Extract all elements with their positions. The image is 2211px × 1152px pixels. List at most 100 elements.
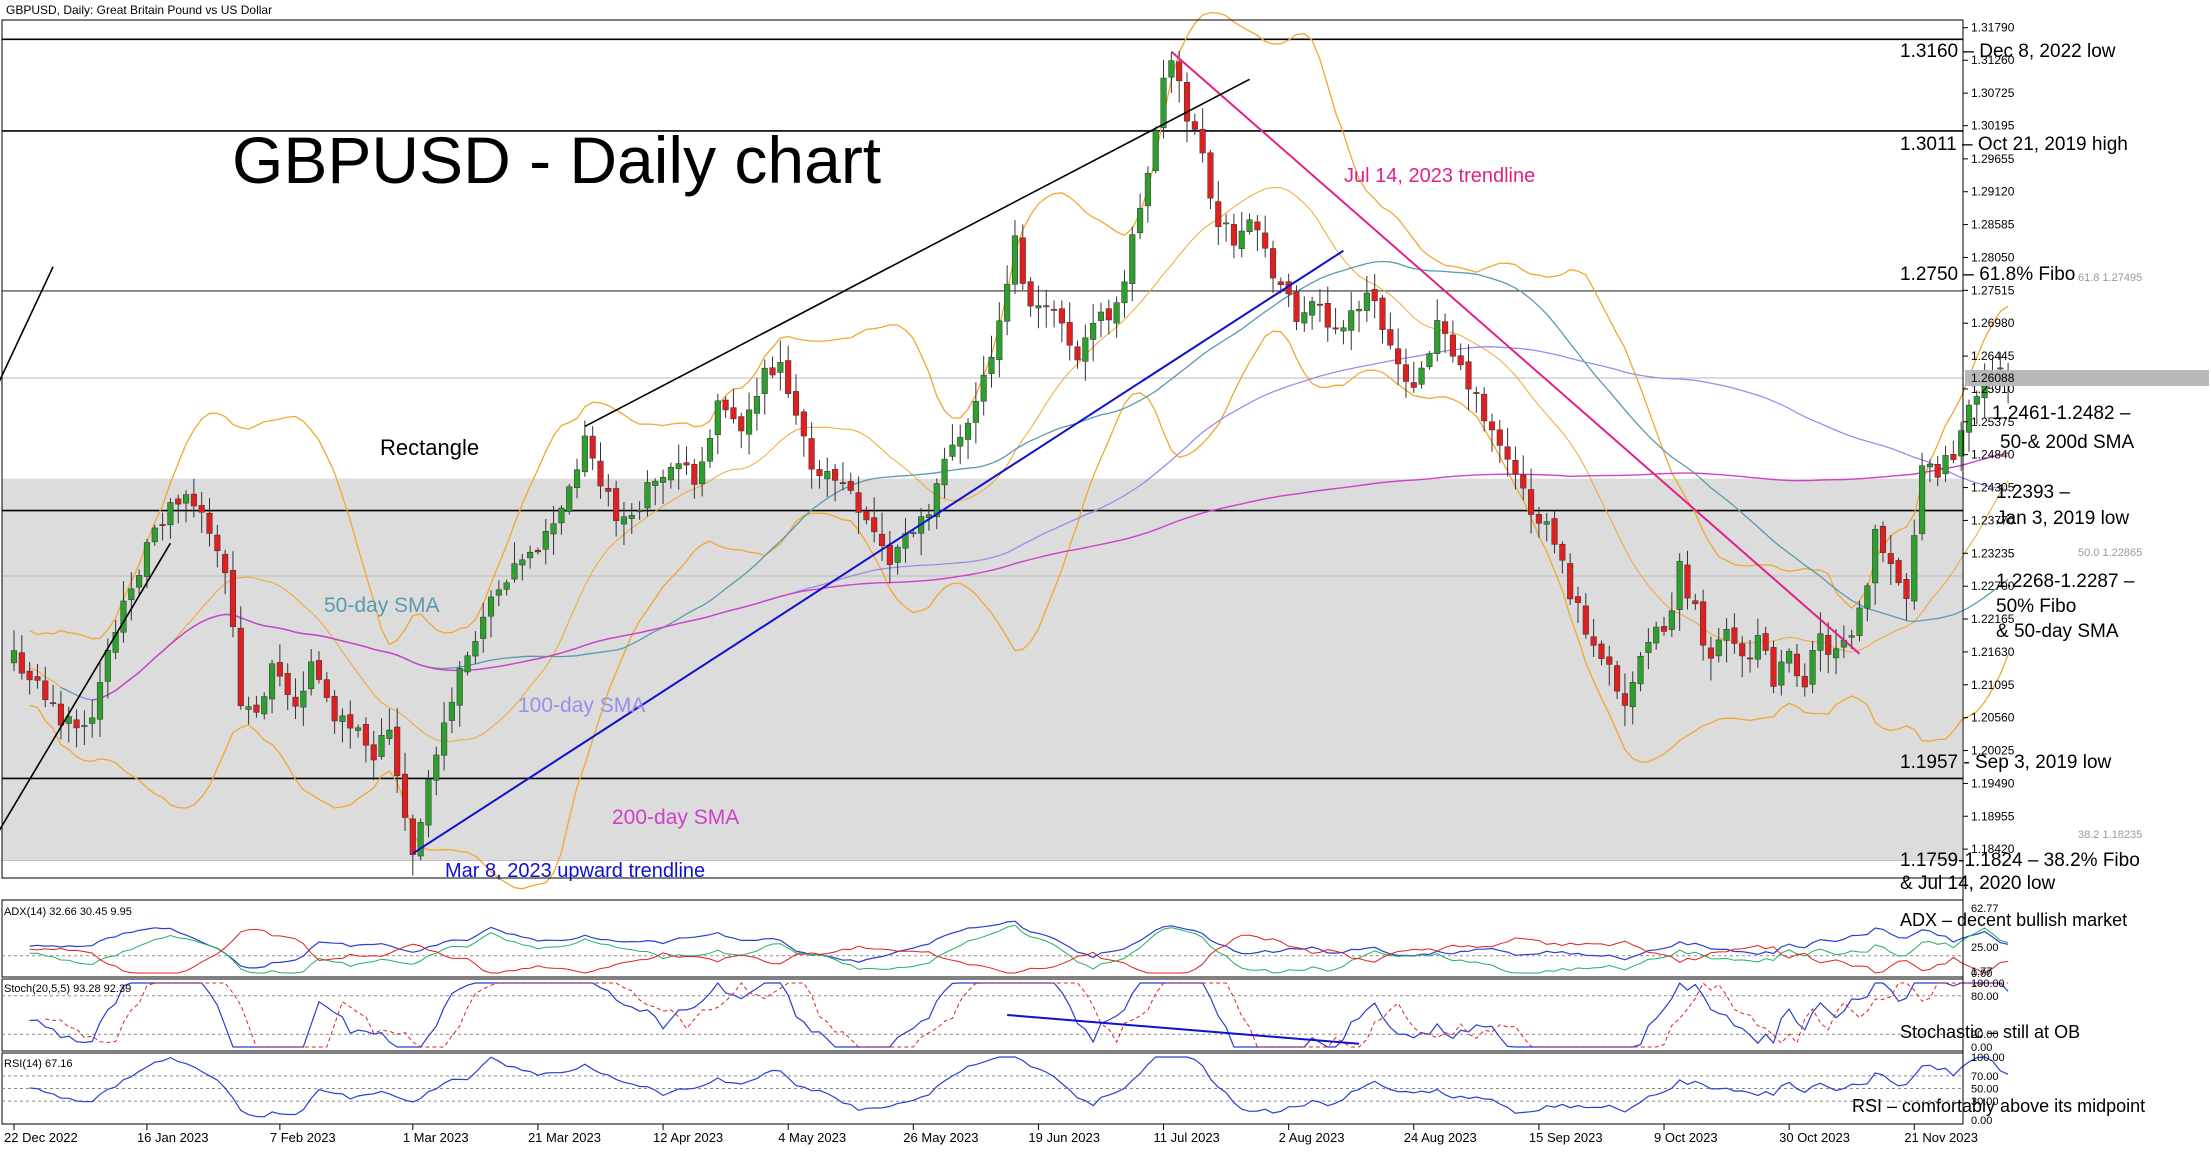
candle-body <box>1653 626 1660 644</box>
candle-body <box>746 409 753 435</box>
candle-body <box>1410 382 1417 388</box>
candle-body <box>417 822 424 857</box>
bottom-zone-label-1: 1.1759-1.1824 – 38.2% Fibo <box>1900 850 2140 871</box>
candle-body <box>1582 605 1589 635</box>
candle-body <box>50 702 57 705</box>
candle-body <box>988 356 995 374</box>
candle-body <box>636 510 643 513</box>
candle-body <box>1637 655 1644 685</box>
candle-body <box>253 704 260 713</box>
sma100-label: 100-day SMA <box>518 694 645 717</box>
candle-body <box>808 438 815 470</box>
candle-body <box>800 411 807 437</box>
candle-body <box>362 724 369 746</box>
sma-zone-label-1: 1.2461-1.2482 – <box>1992 403 2131 424</box>
candle-body <box>120 600 127 633</box>
stoch-signal-line <box>45 982 2009 1048</box>
candle-body <box>1512 460 1519 475</box>
price-tick-label: 1.29655 <box>1971 152 2015 166</box>
candle-body <box>1426 353 1433 368</box>
candle-body <box>175 498 182 505</box>
candle-body <box>597 460 604 487</box>
candle-body <box>401 773 409 818</box>
price-tick-label: 1.22700 <box>1971 579 2015 593</box>
price-tick-label: 1.26445 <box>1971 349 2015 363</box>
fib-tag-618: 61.8 1.27495 <box>2078 272 2142 284</box>
price-tick-label: 1.27515 <box>1971 283 2015 297</box>
sma-zone-label-2: 50-& 200d SMA <box>2000 432 2134 453</box>
candle-body <box>1097 311 1105 321</box>
candle-body <box>933 483 940 517</box>
price-tick-label: 1.26980 <box>1971 316 2015 330</box>
candle-body <box>566 486 573 512</box>
candle-body <box>863 510 870 521</box>
candle-body <box>1621 693 1628 706</box>
candle-body <box>1348 310 1355 331</box>
candle-body <box>1762 633 1769 651</box>
candle-body <box>1528 489 1535 515</box>
candle-body <box>167 502 174 526</box>
candle-body <box>1684 564 1691 599</box>
date-tick-label: 22 Dec 2022 <box>4 1130 78 1145</box>
candle-body <box>558 507 565 524</box>
candle-body <box>1848 635 1855 638</box>
date-tick-label: 11 Jul 2023 <box>1154 1130 1220 1145</box>
candle-body <box>1973 396 1980 405</box>
candle-body <box>652 480 659 486</box>
candle-body <box>1958 430 1965 457</box>
stoch-note: Stochastic – still at OB <box>1900 1022 2080 1042</box>
candle-body <box>73 719 80 729</box>
candle-body <box>738 416 745 432</box>
candle-body <box>1754 635 1761 660</box>
candle-body <box>1629 681 1636 708</box>
candle-body <box>1199 129 1206 154</box>
candle-body <box>878 533 886 547</box>
candle-body <box>1027 281 1034 307</box>
sma200-line <box>92 452 2009 701</box>
price-tick-label: 1.20025 <box>1971 744 2015 758</box>
candle-body <box>1473 392 1480 394</box>
price-tick-label: 1.24840 <box>1971 448 2015 462</box>
candle-body <box>143 542 150 577</box>
rsi-note: RSI – comfortably above its midpoint <box>1852 1096 2145 1116</box>
adx-main-line <box>29 920 2009 969</box>
price-tick-label: 1.25375 <box>1971 415 2015 429</box>
candle-body <box>1137 208 1144 234</box>
date-tick-label: 30 Oct 2023 <box>1779 1130 1850 1145</box>
candle-body <box>1442 321 1449 334</box>
candle-body <box>1715 639 1722 657</box>
candle-body <box>957 436 964 447</box>
early-channel-lower <box>0 542 172 831</box>
candle-body <box>433 754 440 781</box>
candle-body <box>1731 627 1738 644</box>
candle-body <box>1739 643 1746 657</box>
candle-body <box>1262 232 1269 249</box>
date-tick-label: 21 Nov 2023 <box>1904 1130 1978 1145</box>
candle-body <box>894 546 901 563</box>
candle-body <box>1355 309 1363 312</box>
candle-body <box>409 818 416 855</box>
candle-body <box>378 735 385 757</box>
candle-body <box>855 492 862 513</box>
candle-body <box>1520 474 1527 489</box>
candle-body <box>1692 600 1699 605</box>
price-tick-label: 1.23770 <box>1971 513 2015 527</box>
level-label-12393-a: 1.2393 – <box>1996 482 2070 503</box>
candle-body <box>1746 657 1754 660</box>
rsi-tick-label: 50.00 <box>1971 1084 1999 1096</box>
symbol-header: GBPUSD, Daily: Great Britain Pound vs US… <box>6 3 272 17</box>
candle-body <box>691 463 698 485</box>
candle-body <box>339 715 346 722</box>
candle-body <box>159 524 166 526</box>
candle-body <box>769 367 776 376</box>
fib-tag-382: 38.2 1.18235 <box>2078 829 2142 841</box>
candle-body <box>284 673 291 695</box>
candle-body <box>1543 521 1550 525</box>
stoch-tick-label: 80.00 <box>1971 991 1999 1003</box>
candle-body <box>941 458 948 486</box>
date-tick-label: 15 Sep 2023 <box>1529 1130 1603 1145</box>
candle-body <box>1254 221 1261 231</box>
candle-body <box>128 588 135 600</box>
candle-body <box>1895 560 1902 584</box>
candle-body <box>1105 308 1112 321</box>
